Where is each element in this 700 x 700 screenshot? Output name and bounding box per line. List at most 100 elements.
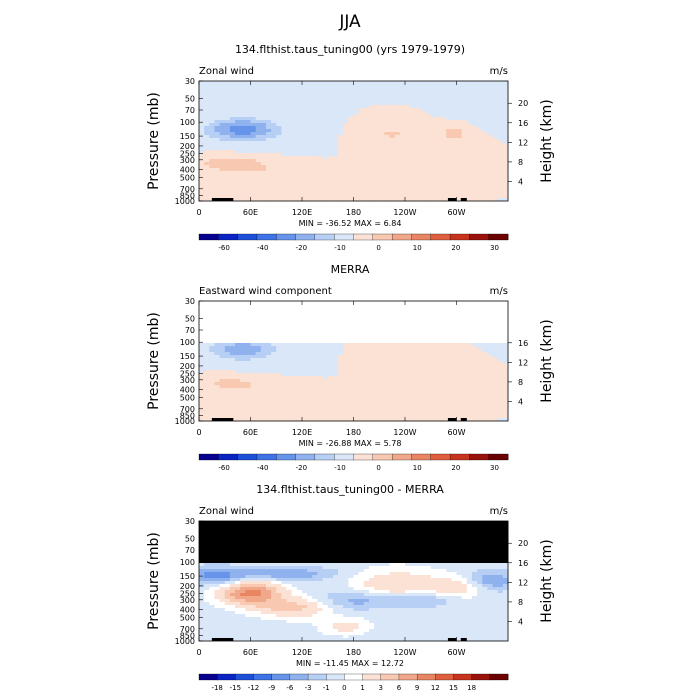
heatmap-cell	[379, 412, 385, 416]
heatmap-cell	[471, 99, 478, 103]
heatmap-cell	[410, 105, 416, 109]
heatmap-cell	[199, 394, 205, 398]
heatmap-cell	[374, 120, 380, 124]
heatmap-cell	[286, 120, 293, 124]
heatmap-cell	[276, 138, 282, 142]
heatmap-cell	[441, 394, 447, 398]
heatmap-cell	[348, 135, 354, 139]
heatmap-cell	[379, 322, 385, 326]
heatmap-cell	[214, 340, 220, 344]
heatmap-cell	[420, 367, 426, 371]
heatmap-cell	[477, 361, 483, 365]
heatmap-cell	[477, 168, 483, 172]
heatmap-cell	[265, 403, 272, 407]
heatmap-cell	[497, 337, 504, 341]
heatmap-cell	[441, 132, 447, 136]
x-tick-label: 120W	[393, 208, 416, 217]
heatmap-cell	[492, 198, 499, 202]
heatmap-cell	[497, 180, 504, 184]
heatmap-cell	[466, 304, 473, 308]
heatmap-cell	[209, 406, 215, 410]
heatmap-cell	[441, 373, 447, 377]
heatmap-cell	[296, 180, 303, 184]
heatmap-cell	[307, 385, 313, 389]
heatmap-cell	[389, 195, 396, 199]
heatmap-cell	[276, 415, 282, 419]
heatmap-cell	[466, 120, 473, 124]
heatmap-cell	[255, 349, 262, 353]
heatmap-cell	[332, 102, 339, 106]
heatmap-cell	[471, 144, 478, 148]
heatmap-cell	[482, 135, 488, 139]
heatmap-cell	[425, 195, 432, 199]
heatmap-cell	[250, 96, 257, 100]
heatmap-cell	[327, 358, 334, 362]
heatmap-cell	[502, 415, 509, 419]
heatmap-cell	[214, 105, 220, 109]
heatmap-cell	[379, 192, 385, 196]
heatmap-cell	[204, 159, 210, 163]
heatmap-cell	[332, 117, 339, 121]
heatmap-cell	[199, 301, 205, 305]
height-tick-label: 4	[518, 177, 523, 186]
heatmap-cell	[199, 400, 205, 404]
heatmap-cell	[348, 340, 354, 344]
heatmap-cell	[399, 337, 406, 341]
heatmap-cell	[482, 144, 488, 148]
heatmap-cell	[204, 141, 210, 145]
heatmap-cell	[302, 343, 308, 347]
heatmap-cell	[332, 397, 339, 401]
heatmap-cell	[296, 156, 303, 160]
heatmap-cell	[296, 105, 303, 109]
heatmap-cell	[322, 117, 329, 121]
heatmap-cell	[245, 343, 251, 347]
heatmap-cell	[430, 412, 437, 416]
heatmap-cell	[456, 102, 463, 106]
heatmap-cell	[271, 192, 277, 196]
colorbar-label: 10	[413, 244, 422, 252]
heatmap-cell	[374, 349, 380, 353]
heatmap-cell	[389, 84, 396, 88]
heatmap-cell	[265, 328, 272, 332]
heatmap-cell	[368, 400, 375, 404]
heatmap-cell	[358, 144, 365, 148]
heatmap-cell	[389, 361, 396, 365]
heatmap-cell	[265, 195, 272, 199]
heatmap-cell	[497, 126, 504, 130]
heatmap-cell	[353, 153, 360, 157]
heatmap-cell	[265, 370, 272, 374]
heatmap-cell	[368, 409, 375, 413]
heatmap-cell	[235, 328, 241, 332]
heatmap-cell	[389, 364, 396, 368]
heatmap-cell	[332, 111, 339, 115]
heatmap-cell	[384, 352, 390, 356]
heatmap-cell	[502, 316, 509, 320]
heatmap-cell	[307, 186, 313, 190]
heatmap-cell	[441, 81, 447, 85]
heatmap-cell	[250, 337, 257, 341]
heatmap-cell	[276, 388, 282, 392]
heatmap-cell	[415, 93, 421, 97]
heatmap-cell	[327, 174, 334, 178]
heatmap-cell	[276, 156, 282, 160]
heatmap-cell	[441, 114, 447, 118]
heatmap-cell	[307, 102, 313, 106]
heatmap-cell	[441, 343, 447, 347]
heatmap-cell	[446, 156, 452, 160]
heatmap-cell	[343, 159, 349, 163]
heatmap-cell	[384, 120, 390, 124]
heatmap-cell	[271, 174, 277, 178]
heatmap-cell	[446, 135, 452, 139]
heatmap-cell	[384, 403, 390, 407]
heatmap-cell	[286, 337, 293, 341]
heatmap-cell	[497, 84, 504, 88]
heatmap-cell	[327, 138, 334, 142]
heatmap-cell	[461, 156, 468, 160]
heatmap-cell	[477, 391, 483, 395]
heatmap-cell	[425, 382, 432, 386]
heatmap-cell	[327, 406, 334, 410]
heatmap-cell	[260, 108, 267, 112]
heatmap-cell	[394, 367, 401, 371]
heatmap-cell	[332, 93, 339, 97]
heatmap-cell	[240, 153, 246, 157]
